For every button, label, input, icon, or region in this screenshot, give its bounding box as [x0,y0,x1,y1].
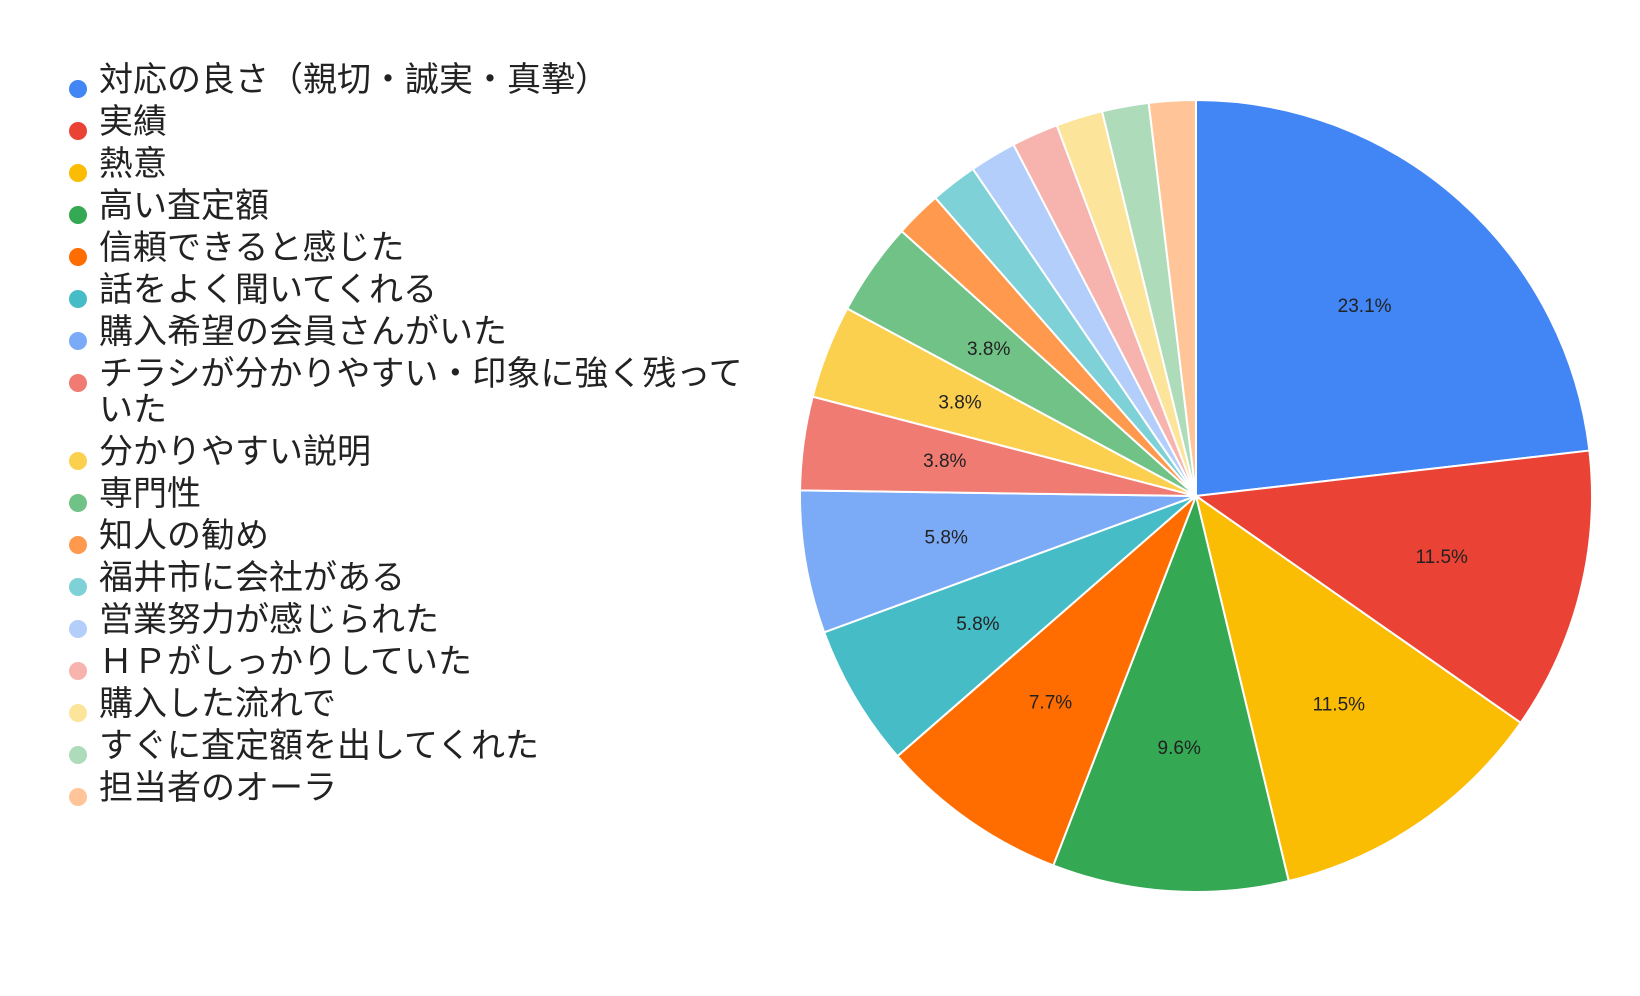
legend-swatch [69,374,87,392]
slice-data-label: 3.8% [967,339,1010,360]
legend-item: 実績 [66,104,746,140]
pie-slice [1195,98,1591,498]
slice-data-label: 5.8% [925,528,968,549]
pie-slice [896,495,1197,867]
legend-swatch [69,704,87,722]
legend-swatch [69,164,87,182]
legend-label: 専門性 [99,474,201,514]
legend-item: 購入した流れで [66,686,746,722]
legend-item: 信頼できると感じた [66,230,746,266]
legend-label: チラシが分かりやすい・印象に強く残っていた [99,354,743,430]
legend-label: 実績 [99,102,167,142]
legend-swatch [69,746,87,764]
slice-data-label: 3.8% [923,451,966,472]
legend-item: 知人の勧め [66,518,746,554]
legend-swatch [69,494,87,512]
pie-slice [1051,492,1290,893]
legend-swatch [69,536,87,554]
legend-item: 営業努力が感じられた [66,602,746,638]
legend-label: 購入希望の会員さんがいた [99,312,507,352]
slice-data-label: 5.8% [956,614,999,635]
legend-item: 分かりやすい説明 [66,434,746,470]
pie-slice [822,495,1197,758]
legend-swatch [69,332,87,350]
legend-item: 話をよく聞いてくれる [66,272,746,308]
legend-label: 対応の良さ（親切・誠実・真摯） [99,60,609,100]
legend-swatch [69,206,87,224]
legend-swatch [69,80,87,98]
pie-slice [1193,449,1593,725]
legend-swatch [69,662,87,680]
pie-slice [1147,98,1197,497]
legend-swatch [69,452,87,470]
legend-swatch [69,620,87,638]
slice-data-label: 3.8% [938,393,981,414]
legend-item: チラシが分かりやすい・印象に強く残っていた [66,356,746,428]
legend-label: 話をよく聞いてくれる [99,270,437,310]
slice-data-label: 9.6% [1158,738,1201,759]
legend-label: 営業努力が感じられた [99,600,439,640]
legend-item: 対応の良さ（親切・誠実・真摯） [66,62,746,98]
legend-swatch [69,290,87,308]
legend-item: 熱意 [66,146,746,182]
legend-swatch [69,788,87,806]
legend-item: 担当者のオーラ [66,770,746,806]
legend-label: すぐに査定額を出してくれた [99,726,539,766]
legend-item: ＨＰがしっかりしていた [66,644,746,680]
legend-item: 福井市に会社がある [66,560,746,596]
slice-data-label: 11.5% [1415,547,1468,568]
legend: 対応の良さ（親切・誠実・真摯） 実績 熱意 高い査定額 信頼できると感じた 話をよく聞いて… [66,62,746,812]
legend-label: 購入した流れで [99,684,336,724]
legend-swatch [69,578,87,596]
legend-label: 福井市に会社がある [99,558,405,598]
legend-label: 信頼できると感じた [99,228,405,268]
legend-label: 高い査定額 [99,186,269,226]
legend-item: すぐに査定額を出してくれた [66,728,746,764]
legend-label: ＨＰがしっかりしていた [99,642,472,682]
legend-label: 熱意 [99,144,167,184]
slice-data-label: 23.1% [1338,296,1392,317]
pie-slice [799,489,1197,634]
legend-swatch [69,122,87,140]
legend-item: 専門性 [66,476,746,512]
slice-data-label: 7.7% [1029,693,1072,714]
legend-label: 知人の勧め [99,516,269,556]
legend-swatch [69,248,87,266]
slice-data-label: 11.5% [1313,694,1366,715]
pie-slice [1194,493,1523,883]
legend-label: 担当者のオーラ [99,768,337,808]
legend-item: 購入希望の会員さんがいた [66,314,746,350]
legend-item: 高い査定額 [66,188,746,224]
legend-label: 分かりやすい説明 [99,432,371,472]
